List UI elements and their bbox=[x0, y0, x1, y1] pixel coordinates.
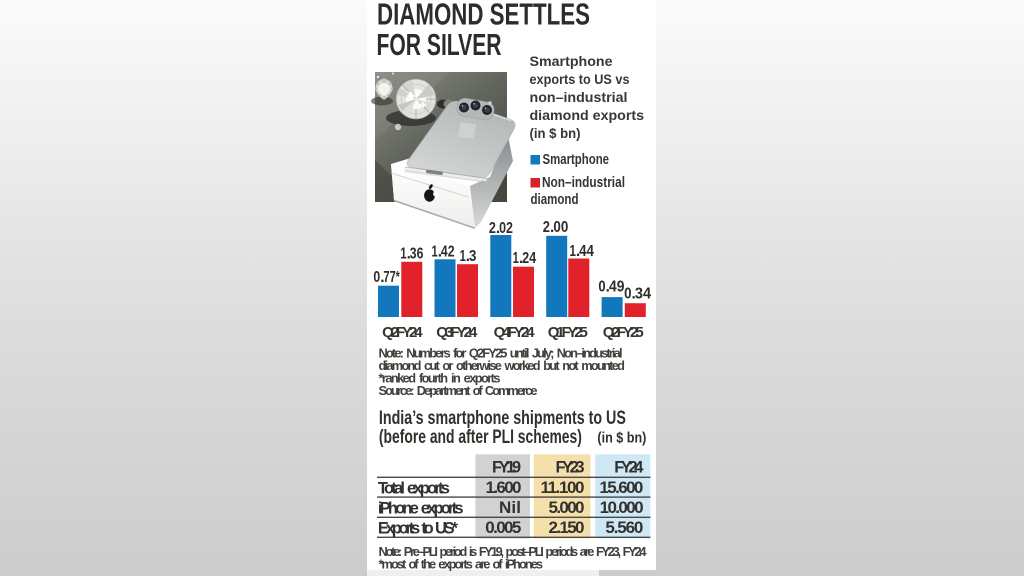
svg-text:5.000: 5.000 bbox=[549, 498, 585, 517]
svg-text:5.560: 5.560 bbox=[605, 518, 643, 537]
svg-text:Smartphone: Smartphone bbox=[543, 152, 610, 168]
svg-text:1.24: 1.24 bbox=[513, 250, 537, 267]
svg-text:Q4FY24: Q4FY24 bbox=[494, 324, 536, 341]
svg-text:0.77*: 0.77* bbox=[373, 269, 400, 286]
svg-text:(in $ bn): (in $ bn) bbox=[530, 125, 581, 141]
svg-text:non–industrial: non–industrial bbox=[530, 89, 628, 105]
svg-text:FY19: FY19 bbox=[492, 458, 521, 476]
svg-text:diamond cut or otherwise worke: diamond cut or otherwise worked but not … bbox=[379, 358, 625, 373]
svg-text:exports to US vs: exports to US vs bbox=[530, 71, 630, 87]
svg-text:FY23: FY23 bbox=[556, 458, 585, 476]
svg-text:2.02: 2.02 bbox=[489, 220, 513, 237]
svg-text:Nil: Nil bbox=[499, 498, 521, 517]
svg-text:diamond: diamond bbox=[531, 192, 579, 208]
svg-text:Q2FY24: Q2FY24 bbox=[382, 324, 423, 341]
svg-text:1.36: 1.36 bbox=[400, 245, 423, 262]
svg-text:1.44: 1.44 bbox=[570, 243, 595, 260]
svg-text:*ranked fourth in exports: *ranked fourth in exports bbox=[379, 370, 501, 385]
svg-text:Smartphone: Smartphone bbox=[530, 53, 613, 69]
svg-text:1.3: 1.3 bbox=[460, 248, 477, 265]
svg-text:Q2FY25: Q2FY25 bbox=[603, 324, 644, 341]
svg-text:0.34: 0.34 bbox=[624, 286, 651, 303]
svg-text:11.100: 11.100 bbox=[541, 478, 585, 497]
svg-text:(in $ bn): (in $ bn) bbox=[597, 430, 646, 446]
svg-text:FY24: FY24 bbox=[614, 458, 644, 476]
svg-text:Exports to US*: Exports to US* bbox=[378, 520, 459, 538]
svg-text:0.005: 0.005 bbox=[485, 518, 521, 537]
svg-text:10.000: 10.000 bbox=[600, 498, 644, 517]
svg-text:iPhone exports: iPhone exports bbox=[378, 500, 464, 518]
svg-text:DIAMOND SETTLES: DIAMOND SETTLES bbox=[377, 0, 590, 32]
svg-text:*most of the exports are of iP: *most of the exports are of iPhones bbox=[379, 556, 544, 571]
svg-text:Q3FY24: Q3FY24 bbox=[436, 324, 478, 341]
svg-text:diamond exports: diamond exports bbox=[530, 107, 645, 123]
svg-text:2.00: 2.00 bbox=[543, 219, 569, 236]
svg-text:Note: Numbers for Q2FY25 until: Note: Numbers for Q2FY25 until July; Non… bbox=[379, 346, 623, 361]
svg-text:1.600: 1.600 bbox=[486, 478, 522, 497]
svg-text:Note: Pre–PLI period is FY19,: Note: Pre–PLI period is FY19, post–PLI p… bbox=[379, 544, 648, 559]
svg-text:Non–industrial: Non–industrial bbox=[542, 175, 625, 191]
svg-text:15.600: 15.600 bbox=[599, 478, 643, 497]
svg-text:0.49: 0.49 bbox=[598, 279, 624, 296]
svg-text:1.42: 1.42 bbox=[432, 244, 455, 261]
svg-text:FOR SILVER: FOR SILVER bbox=[377, 27, 502, 62]
svg-text:Source: Department of Commerce: Source: Department of Commerce bbox=[379, 383, 538, 398]
svg-text:India’s smartphone shipments t: India’s smartphone shipments to US bbox=[379, 408, 626, 429]
svg-text:Total exports: Total exports bbox=[378, 480, 450, 498]
svg-text:Q1FY25: Q1FY25 bbox=[548, 324, 588, 341]
svg-text:(before and after PLI schemes): (before and after PLI schemes) bbox=[379, 427, 582, 448]
svg-text:2.150: 2.150 bbox=[549, 518, 585, 537]
